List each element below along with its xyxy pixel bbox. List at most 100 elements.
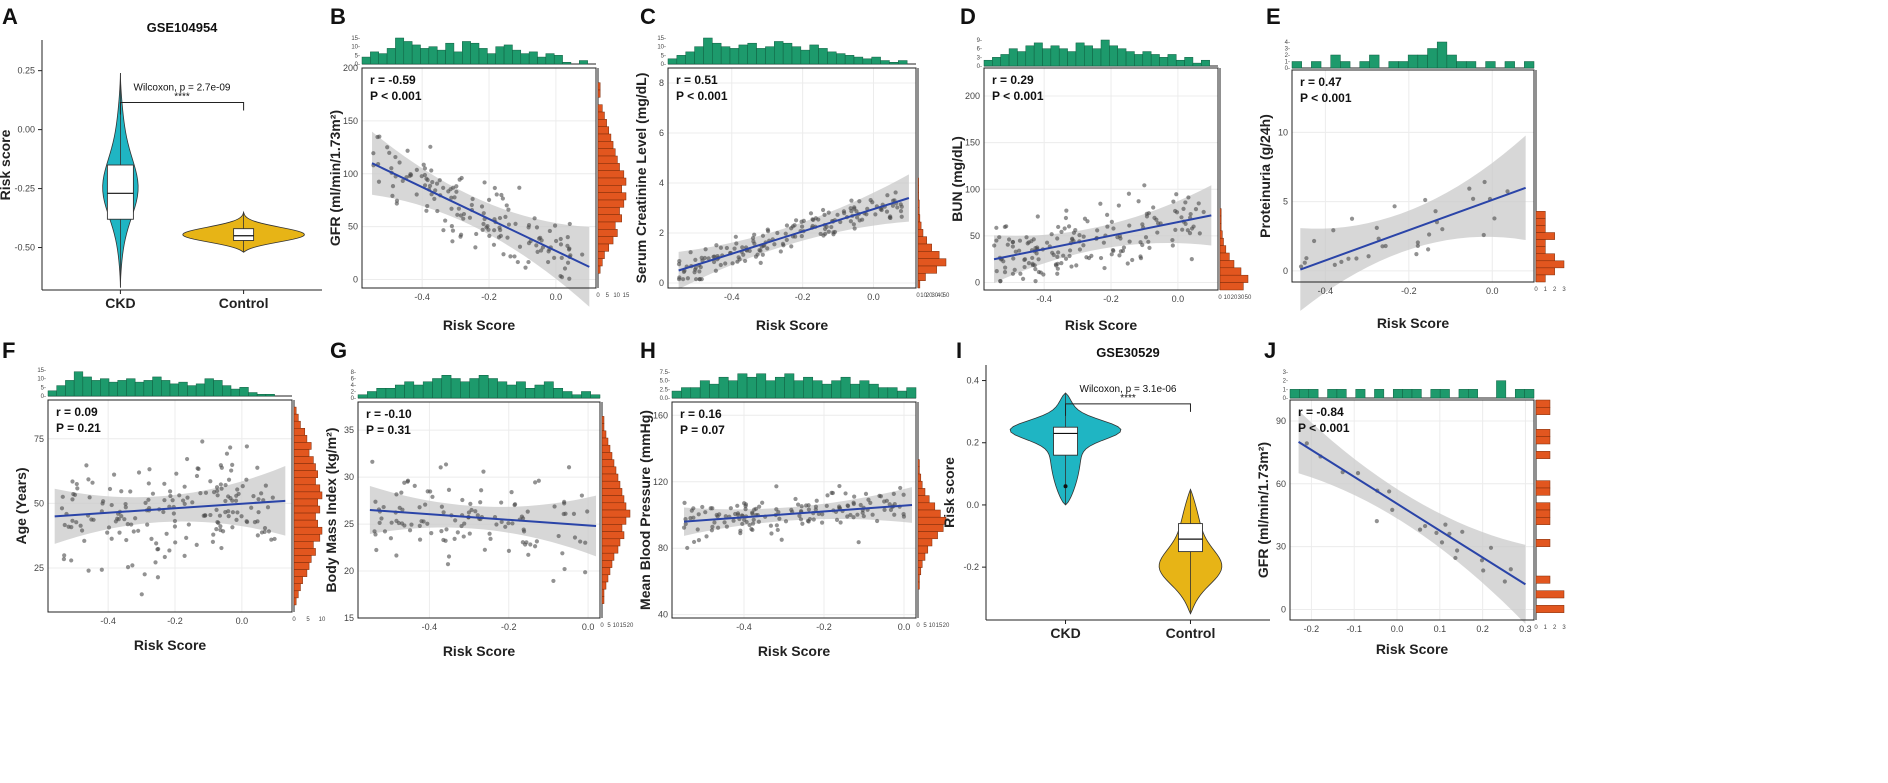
top-histogram-bar	[1439, 389, 1450, 399]
data-point	[452, 195, 457, 200]
data-point	[430, 180, 435, 185]
top-histogram-bar	[898, 60, 908, 65]
data-point	[393, 154, 398, 160]
top-histogram-bar	[840, 376, 851, 399]
top-histogram-tick: 3-	[1283, 370, 1288, 376]
plot-frame	[671, 401, 917, 619]
data-point	[1142, 183, 1147, 188]
panel-H: H -0.4 -0.2 0.0 40 80 120 160 Risk Score Mean Blo…	[637, 338, 950, 659]
data-point	[373, 532, 378, 537]
data-point	[515, 259, 520, 265]
top-histogram-bar	[512, 49, 522, 65]
y-tick-label: 200	[965, 91, 980, 101]
data-point	[562, 266, 568, 271]
y-tick-label: 90	[1276, 416, 1286, 426]
data-point	[168, 489, 173, 494]
p-value-label: P = 0.21	[56, 421, 101, 435]
top-histogram-bar	[1109, 45, 1118, 67]
data-point	[994, 238, 999, 243]
data-point	[688, 250, 693, 255]
top-histogram-bar	[378, 53, 388, 65]
data-point	[1146, 211, 1151, 216]
data-point	[230, 462, 235, 467]
data-point	[819, 520, 825, 525]
y-tick-label: 0	[1283, 266, 1288, 276]
top-histogram-bar	[694, 46, 704, 65]
data-point	[852, 226, 857, 231]
chart-title: GSE104954	[147, 20, 219, 35]
data-point	[517, 244, 523, 249]
correlation-label: r = 0.47	[1300, 75, 1342, 89]
data-point	[210, 539, 216, 544]
data-point	[1081, 243, 1086, 248]
top-histogram-tick: 9-	[977, 38, 982, 44]
x-tick-label: -0.2	[816, 622, 832, 632]
right-histogram-bar	[917, 280, 921, 289]
data-point	[233, 498, 239, 503]
data-point	[461, 216, 466, 221]
data-point	[182, 501, 187, 507]
data-point	[208, 479, 213, 484]
top-histogram-bar	[571, 394, 582, 399]
data-point	[439, 529, 444, 534]
data-point	[1415, 243, 1420, 248]
right-histogram-tick: 20	[627, 623, 634, 629]
data-point	[437, 178, 442, 183]
data-point	[884, 209, 890, 214]
data-point	[162, 554, 167, 560]
box-iqr	[106, 164, 134, 220]
data-point	[560, 551, 565, 556]
data-point	[552, 223, 558, 228]
y-axis-label: GFR (ml/min/1.73m²)	[327, 110, 343, 246]
data-point	[1082, 216, 1088, 221]
data-point	[691, 515, 696, 520]
panel-label-C: C	[640, 4, 656, 29]
data-point	[1105, 212, 1110, 217]
data-point	[117, 530, 122, 535]
data-point	[796, 502, 801, 507]
data-point	[381, 504, 386, 510]
data-point	[473, 245, 478, 250]
data-point	[1017, 238, 1023, 243]
right-histogram-bar	[917, 552, 926, 561]
confidence-band	[372, 131, 590, 307]
data-point	[561, 511, 566, 517]
top-histogram-bar	[1402, 389, 1413, 399]
data-point	[1455, 548, 1460, 553]
data-point	[203, 490, 209, 495]
data-point	[506, 222, 512, 227]
top-histogram-tick: 1-	[1283, 387, 1288, 393]
right-histogram-tick: 15	[620, 623, 627, 629]
top-histogram-tick: 0-	[661, 62, 666, 68]
top-histogram-bar	[1075, 42, 1085, 67]
x-axis-label: Risk Score	[443, 643, 516, 659]
data-point	[854, 215, 860, 220]
data-point	[861, 514, 866, 519]
top-histogram-bar	[537, 56, 547, 65]
data-point	[505, 235, 510, 240]
data-point	[497, 215, 503, 221]
right-histogram-bar	[1535, 274, 1546, 283]
top-histogram-bar	[506, 384, 517, 399]
data-point	[852, 494, 857, 499]
data-point	[1488, 545, 1494, 550]
data-point	[1034, 251, 1039, 256]
data-point	[218, 482, 223, 487]
right-histogram-bar	[293, 498, 318, 507]
data-point	[186, 522, 191, 527]
data-point	[1173, 208, 1178, 214]
plot-frame	[1289, 399, 1535, 621]
data-point	[109, 502, 114, 508]
data-point	[890, 203, 896, 208]
data-point	[760, 233, 766, 238]
right-histogram-bar	[1219, 245, 1227, 254]
data-point	[422, 166, 428, 171]
data-point	[457, 177, 462, 182]
data-point	[1366, 254, 1371, 259]
data-point	[735, 511, 741, 516]
top-histogram-bar	[413, 384, 424, 399]
data-point	[153, 560, 158, 565]
top-histogram-bar	[239, 387, 249, 397]
right-histogram-bar	[1535, 260, 1565, 269]
data-point	[734, 241, 739, 246]
